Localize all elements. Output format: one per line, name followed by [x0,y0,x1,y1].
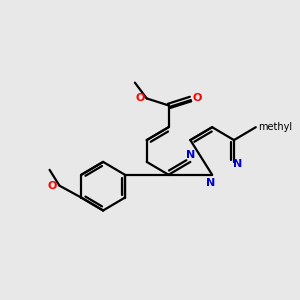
Text: methyl: methyl [258,122,292,132]
Text: O: O [48,181,57,191]
Text: N: N [233,159,243,169]
Text: O: O [193,93,202,103]
Text: N: N [206,178,215,188]
Text: N: N [186,150,195,160]
Text: O: O [135,93,145,103]
